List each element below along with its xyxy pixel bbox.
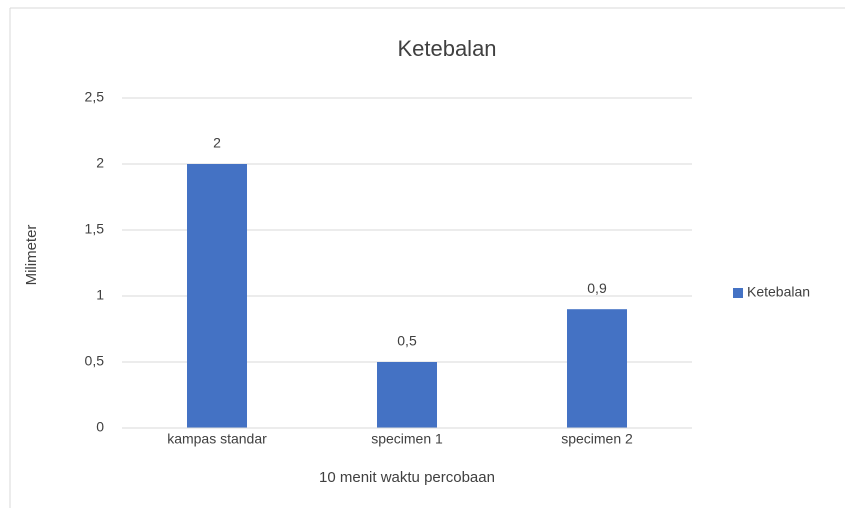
y-tick-label: 1,5 xyxy=(85,221,105,237)
data-label: 0,9 xyxy=(587,280,607,296)
y-tick-label: 2 xyxy=(96,155,104,171)
y-tick-label: 0 xyxy=(96,419,104,435)
bar xyxy=(187,164,247,428)
legend-label: Ketebalan xyxy=(747,284,810,300)
bar xyxy=(567,309,627,428)
chart-title: Ketebalan xyxy=(397,36,496,61)
y-tick-label: 0,5 xyxy=(85,353,105,369)
legend-swatch xyxy=(733,288,743,298)
x-axis-label: 10 menit waktu percobaan xyxy=(319,469,495,486)
x-tick-label: kampas standar xyxy=(167,431,267,447)
x-tick-label: specimen 1 xyxy=(371,431,443,447)
y-tick-label: 1 xyxy=(96,287,104,303)
bar xyxy=(377,362,437,428)
y-tick-label: 2,5 xyxy=(85,89,105,105)
data-label: 0,5 xyxy=(397,333,417,349)
data-label: 2 xyxy=(213,135,221,151)
x-tick-label: specimen 2 xyxy=(561,431,633,447)
y-axis-label: Milimeter xyxy=(23,225,40,286)
